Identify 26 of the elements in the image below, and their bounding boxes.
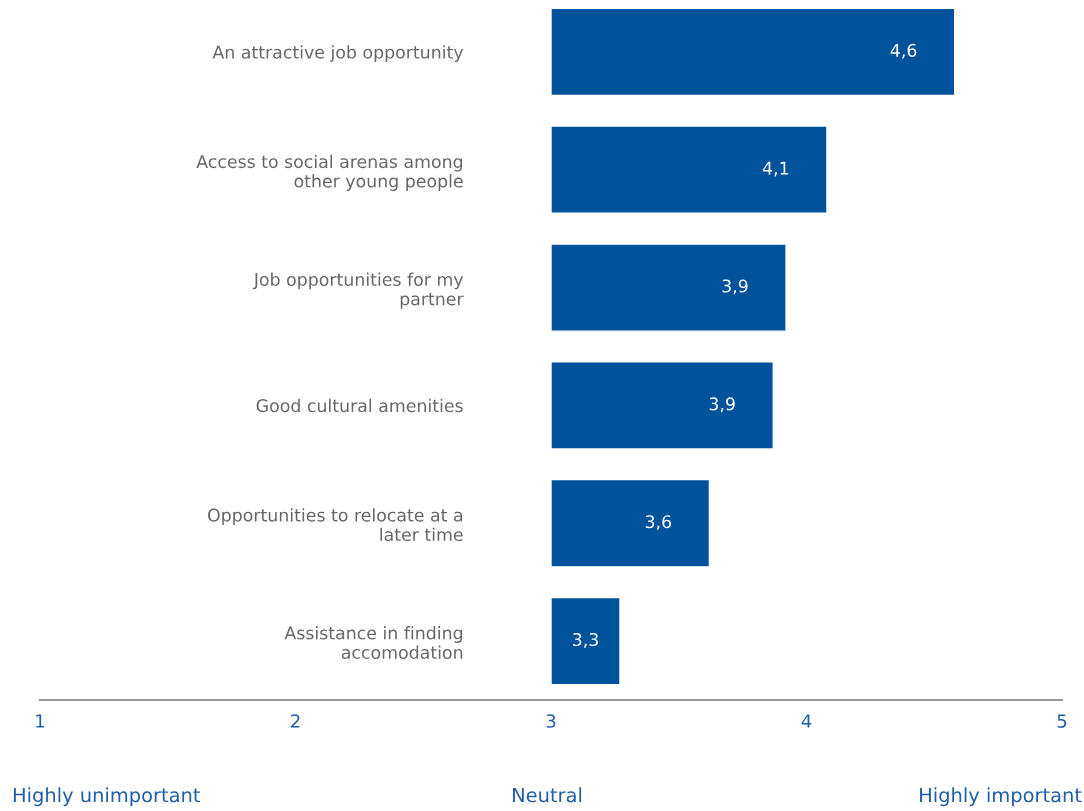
text: Highly important [920,787,1082,807]
y-tick-label: Assistance in finding accomodation [284,626,463,659]
data-label: 4,6 [890,43,917,59]
bar [550,596,621,686]
x-tick-label: 4 [801,714,812,728]
data-label: 3,9 [709,397,735,413]
bar [550,361,774,450]
data-label: 3,9 [722,279,748,295]
x-tick-label: 5 [1057,714,1067,728]
data-label: 4,1 [762,161,789,177]
x-tick-label: 2 [291,714,300,728]
y-tick-label: Job opportunities for my partner [252,272,464,309]
x-tick-label: 1 [36,714,45,728]
bar [550,478,711,568]
x-tick-label: 3 [546,714,556,728]
bar [550,243,787,332]
y-tick-label: Opportunities to relocate at a later time [207,508,463,542]
y-tick-label: Access to social arenas among other young people [196,154,463,191]
data-label: 3,6 [645,515,672,531]
y-tick-label: An attractive job opportunity [212,45,464,63]
text: Highly unimportant [13,787,201,807]
text: Neutral [513,787,582,803]
bar [550,125,828,214]
bar [550,7,956,97]
y-tick-label: Good cultural amenities [256,398,463,413]
data-label: 3,3 [573,632,598,648]
